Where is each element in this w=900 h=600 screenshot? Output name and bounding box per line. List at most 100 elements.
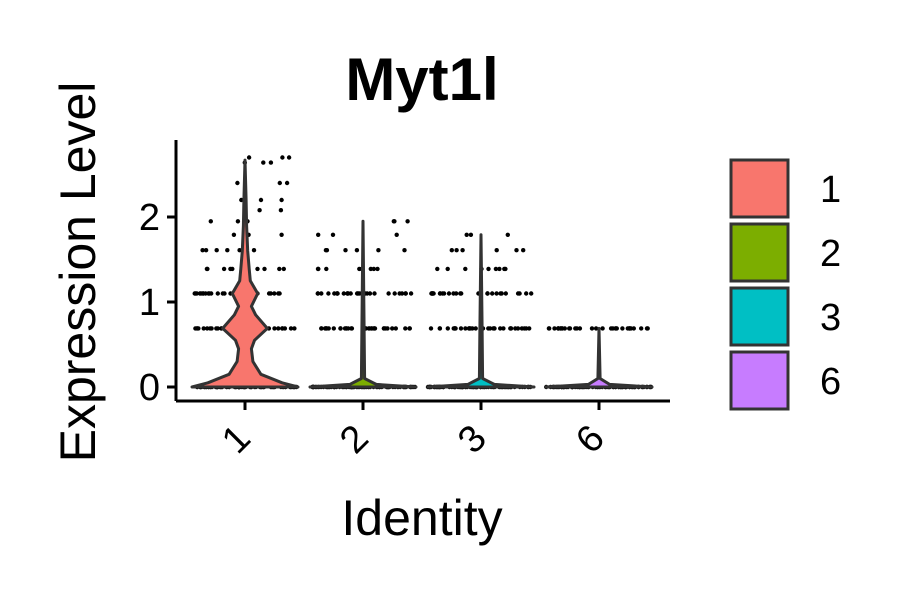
data-point — [593, 326, 599, 331]
data-point — [517, 291, 522, 296]
data-point — [272, 326, 277, 331]
data-point — [613, 326, 619, 331]
violin-group-6 — [544, 326, 654, 390]
data-point — [460, 248, 465, 253]
data-point — [445, 326, 450, 331]
data-point — [230, 266, 235, 272]
data-point — [485, 291, 490, 296]
data-point — [344, 326, 349, 331]
data-point — [399, 291, 405, 296]
y-tick-label-1: 1 — [139, 282, 160, 324]
data-point — [524, 326, 529, 331]
violin-group-1 — [190, 155, 300, 390]
data-point — [324, 326, 330, 331]
legend-label-3: 3 — [820, 297, 841, 339]
data-point — [498, 291, 503, 296]
data-point — [272, 291, 277, 296]
data-point — [463, 326, 468, 331]
data-point — [529, 291, 534, 296]
data-point — [600, 326, 605, 331]
data-point — [215, 291, 220, 296]
data-point — [645, 326, 650, 331]
data-point — [392, 219, 397, 224]
data-point — [235, 219, 241, 224]
data-point — [279, 232, 284, 237]
legend-label-6: 6 — [820, 361, 841, 403]
data-point — [393, 326, 398, 331]
data-point — [258, 197, 264, 203]
data-point — [513, 326, 518, 331]
data-point — [405, 219, 410, 224]
data-point — [215, 326, 220, 331]
data-point — [524, 291, 529, 296]
data-point — [487, 326, 493, 331]
data-point — [428, 326, 434, 331]
data-point — [323, 248, 329, 253]
data-point — [319, 326, 324, 331]
legend-swatch-2 — [729, 222, 790, 283]
plot-area — [190, 155, 654, 390]
data-point — [278, 208, 284, 213]
data-point — [403, 326, 408, 331]
data-point — [246, 155, 252, 160]
data-point — [277, 291, 282, 296]
data-point — [279, 197, 284, 203]
data-point — [371, 326, 377, 331]
data-point — [552, 326, 557, 331]
data-point — [354, 248, 360, 253]
data-point — [349, 326, 354, 331]
data-point — [403, 291, 408, 296]
data-point — [371, 266, 376, 272]
data-point — [231, 232, 237, 237]
data-point — [521, 248, 526, 253]
data-point — [498, 326, 503, 331]
y-axis-label: Expression Level — [50, 82, 106, 463]
data-point — [493, 266, 499, 272]
data-point — [214, 248, 219, 253]
data-point — [286, 155, 292, 160]
data-point — [367, 326, 372, 331]
data-point — [503, 266, 508, 272]
data-point — [392, 291, 397, 296]
data-point — [514, 248, 519, 253]
data-point — [338, 326, 343, 331]
data-point — [209, 291, 214, 296]
data-point — [445, 266, 450, 272]
data-point — [567, 326, 572, 331]
data-point — [390, 326, 395, 331]
data-point — [494, 248, 499, 253]
data-point — [407, 326, 412, 331]
data-point — [205, 266, 210, 272]
data-point — [473, 326, 478, 331]
y-tick-label-2: 2 — [139, 197, 160, 239]
violin-1 — [190, 158, 300, 389]
data-point — [454, 248, 459, 253]
data-point — [255, 266, 260, 272]
data-point — [463, 266, 468, 272]
data-point — [449, 248, 454, 253]
data-point — [452, 326, 457, 331]
data-point — [235, 180, 240, 186]
violin-group-2 — [308, 219, 418, 390]
legend-swatch-3 — [729, 286, 790, 347]
chart-title: Myt1l — [345, 46, 498, 113]
data-point — [268, 160, 274, 165]
data-point — [288, 326, 294, 331]
data-point — [208, 219, 213, 224]
data-point — [508, 326, 513, 331]
legend: 1 2 3 6 — [729, 158, 841, 411]
data-point — [316, 266, 321, 272]
data-point — [505, 232, 510, 237]
data-point — [459, 291, 464, 296]
violin-group-3 — [425, 232, 536, 390]
data-point — [343, 248, 348, 253]
data-point — [497, 266, 502, 272]
data-point — [628, 326, 634, 331]
data-point — [375, 266, 380, 272]
data-point — [385, 326, 390, 331]
data-point — [284, 180, 290, 186]
legend-swatch-6 — [729, 350, 790, 411]
x-tick-label-1: 1 — [214, 417, 259, 462]
legend-label-2: 2 — [820, 233, 841, 275]
